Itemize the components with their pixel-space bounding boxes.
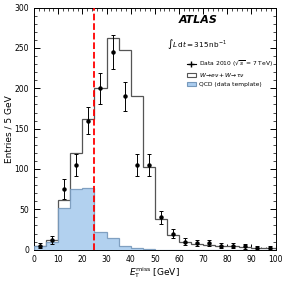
Legend: Data 2010 ($\sqrt{s}$ = 7 TeV), $W\!\rightarrow\! e\nu + W\!\rightarrow\!\tau\nu: Data 2010 ($\sqrt{s}$ = 7 TeV), $W\!\rig… — [187, 59, 273, 87]
Y-axis label: Entries / 5 GeV: Entries / 5 GeV — [4, 95, 13, 162]
Text: ATLAS: ATLAS — [179, 15, 218, 25]
Text: $\int L\,\mathrm{d}t = 315\,\mathrm{nb}^{-1}$: $\int L\,\mathrm{d}t = 315\,\mathrm{nb}^… — [167, 37, 227, 51]
X-axis label: $E_{\mathrm{T}}^{\mathrm{miss}}$ [GeV]: $E_{\mathrm{T}}^{\mathrm{miss}}$ [GeV] — [129, 265, 180, 280]
